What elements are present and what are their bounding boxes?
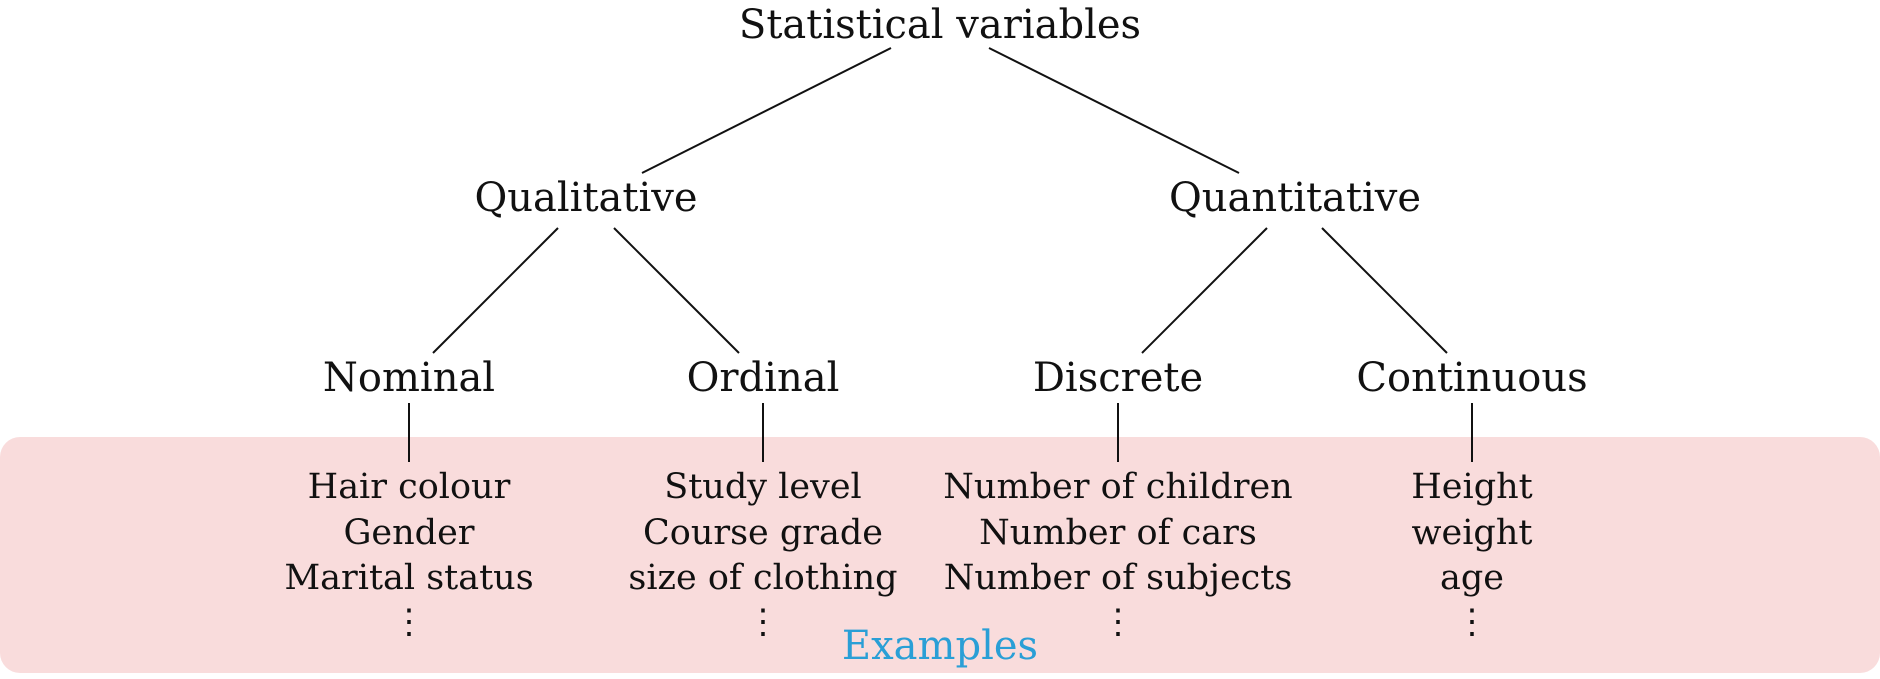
node-ordinal: Ordinal bbox=[687, 355, 840, 401]
example-continuous-3: age bbox=[1440, 558, 1504, 598]
example-discrete-3: Number of subjects bbox=[944, 558, 1293, 598]
example-continuous-2: weight bbox=[1412, 513, 1533, 553]
example-discrete-1: Number of children bbox=[943, 467, 1292, 507]
example-continuous-1: Height bbox=[1411, 467, 1532, 507]
example-ordinal-2: Course grade bbox=[643, 513, 883, 553]
example-ordinal-3: size of clothing bbox=[628, 558, 897, 598]
edge-root-qualitative bbox=[641, 47, 892, 174]
example-nominal-more: ⋮ bbox=[392, 602, 426, 642]
example-ordinal-1: Study level bbox=[664, 467, 861, 507]
examples-caption: Examples bbox=[842, 623, 1038, 669]
example-discrete-more: ⋮ bbox=[1101, 602, 1135, 642]
node-quantitative: Quantitative bbox=[1169, 175, 1421, 221]
edge-quantitative-continuous bbox=[1321, 227, 1448, 354]
node-continuous: Continuous bbox=[1356, 355, 1587, 401]
example-nominal-2: Gender bbox=[343, 513, 474, 553]
example-nominal-1: Hair colour bbox=[308, 467, 511, 507]
example-ordinal-more: ⋮ bbox=[746, 602, 780, 642]
example-nominal-3: Marital status bbox=[284, 558, 533, 598]
examples-panel bbox=[0, 437, 1880, 673]
node-nominal: Nominal bbox=[323, 355, 495, 401]
node-qualitative: Qualitative bbox=[474, 175, 697, 221]
node-root: Statistical variables bbox=[739, 2, 1141, 48]
example-continuous-more: ⋮ bbox=[1455, 602, 1489, 642]
edge-qualitative-ordinal bbox=[613, 227, 740, 354]
example-discrete-2: Number of cars bbox=[979, 513, 1257, 553]
edge-root-quantitative bbox=[988, 47, 1240, 174]
node-discrete: Discrete bbox=[1033, 355, 1203, 401]
edge-qualitative-nominal bbox=[432, 227, 559, 354]
edge-quantitative-discrete bbox=[1141, 227, 1268, 354]
